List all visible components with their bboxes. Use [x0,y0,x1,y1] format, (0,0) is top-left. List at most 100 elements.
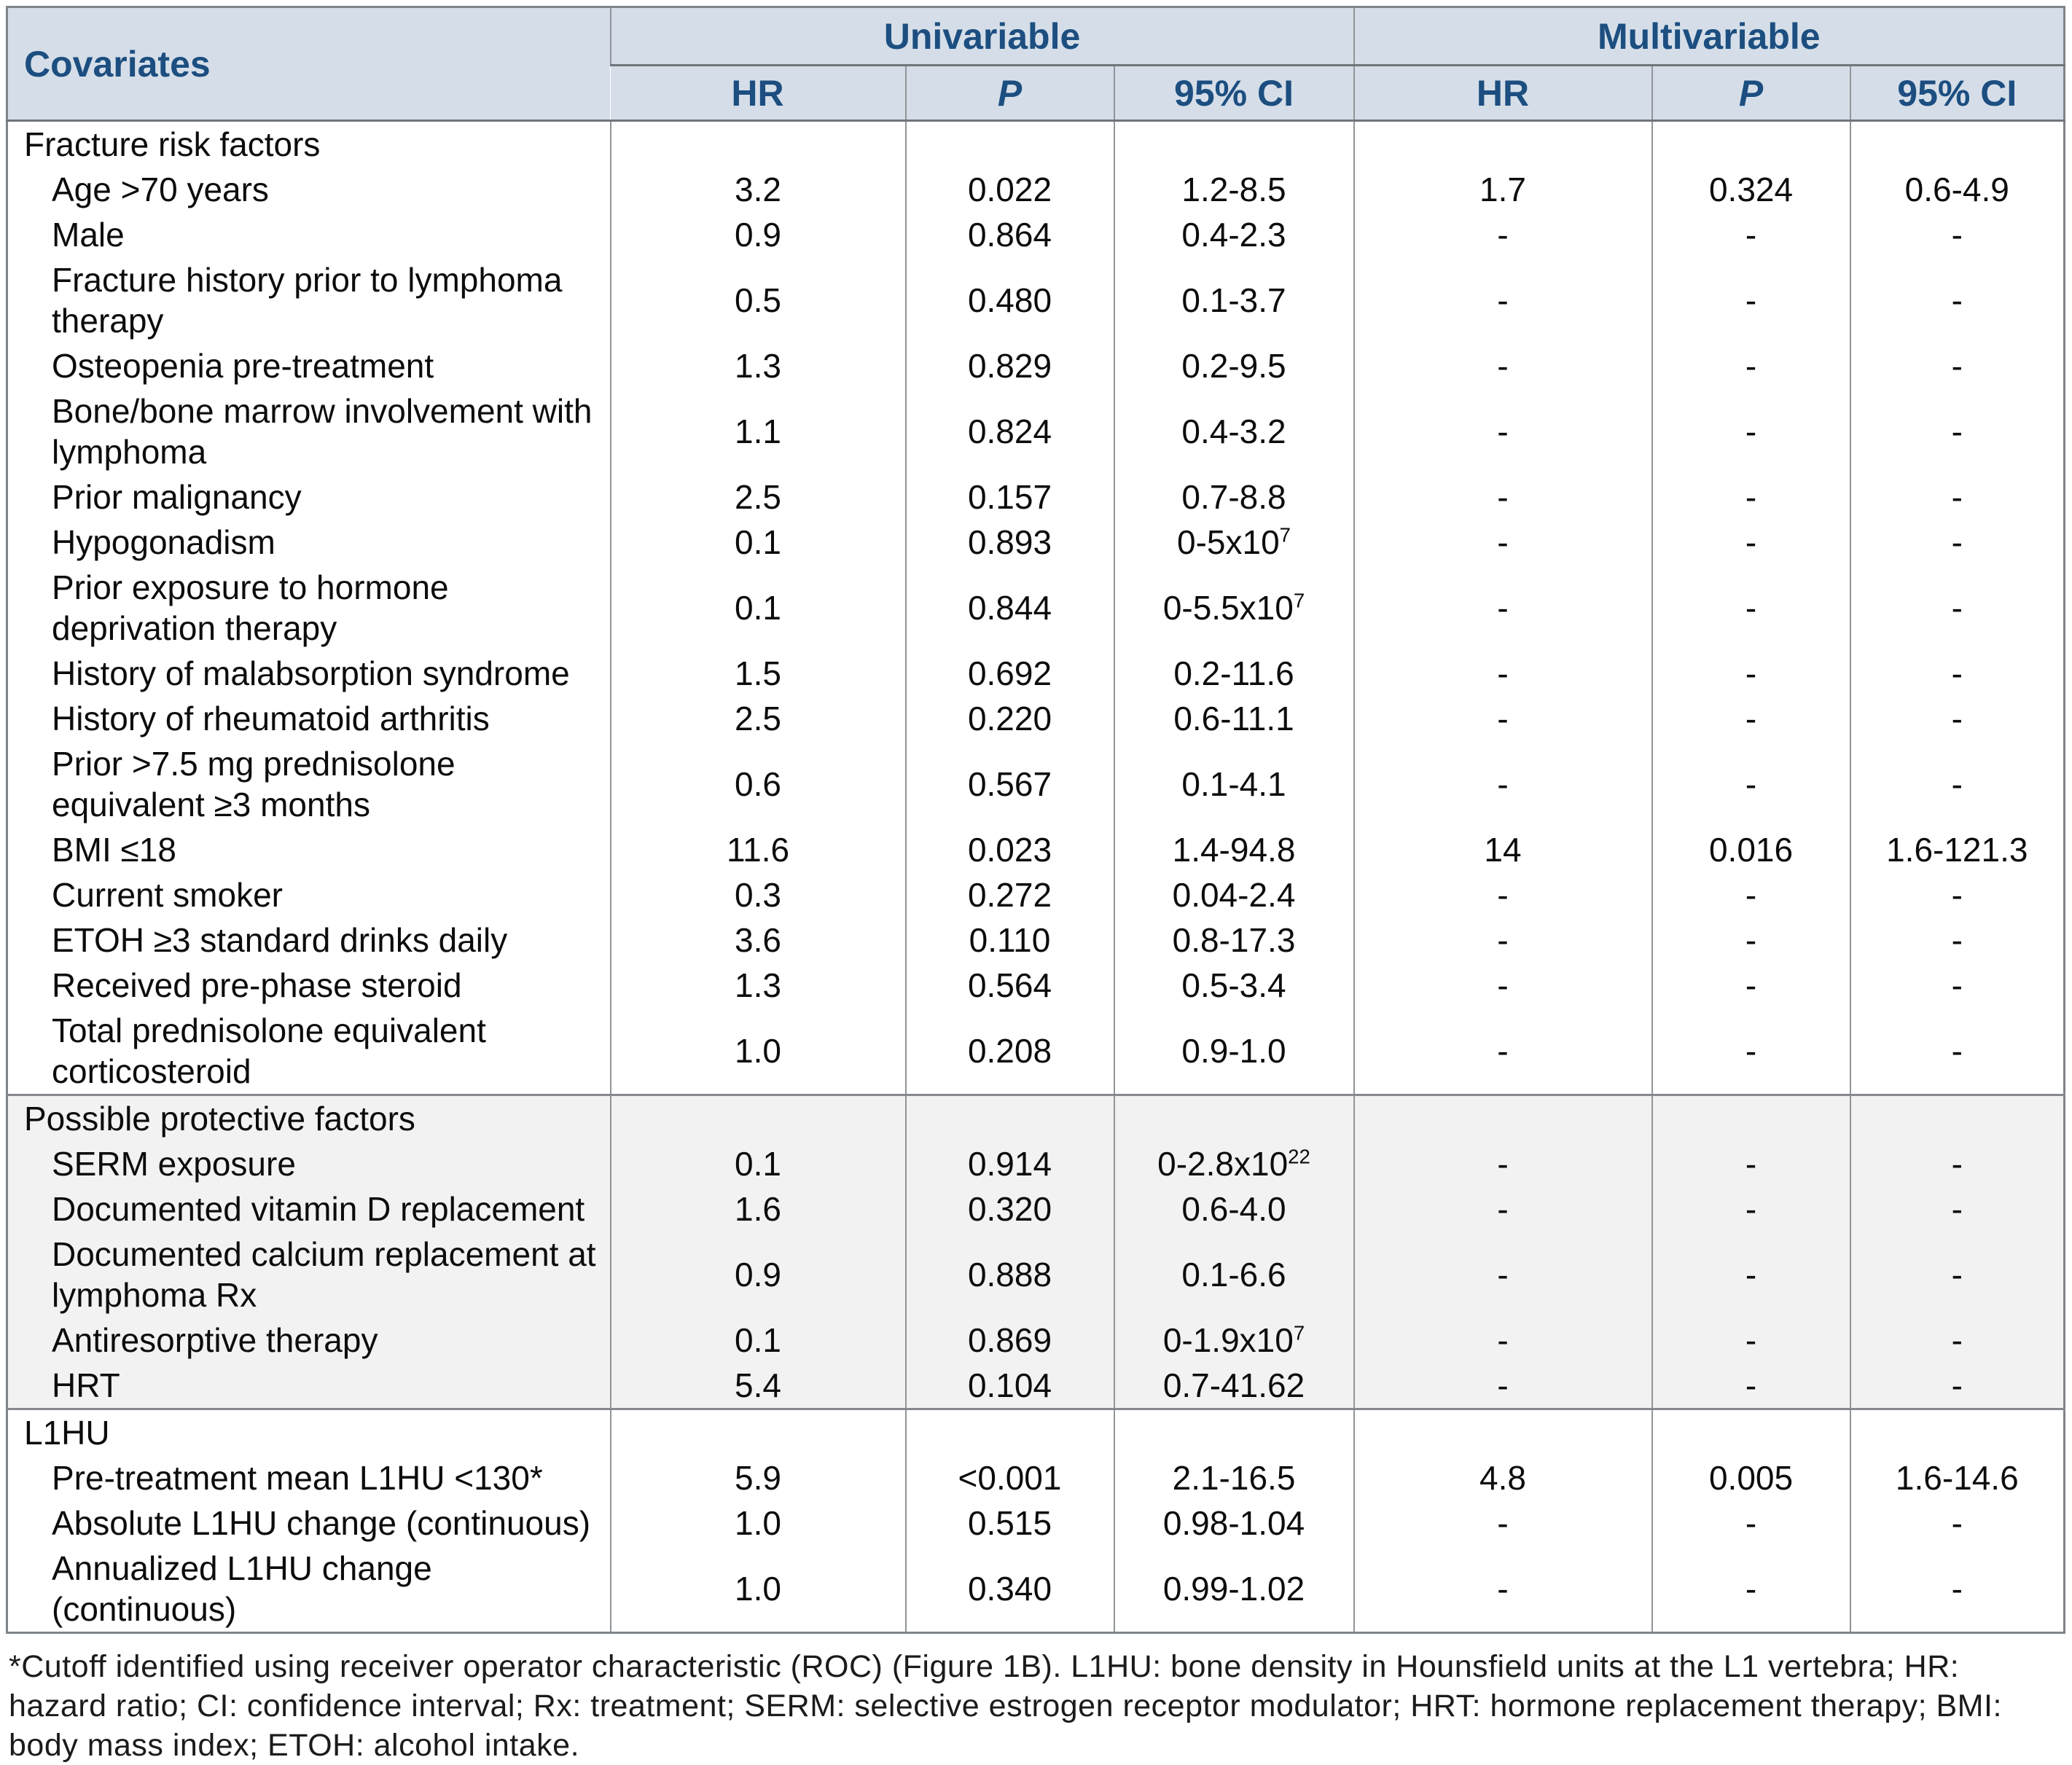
multi-hr-value: - [1353,565,1652,651]
uni-ci-value-text: 0.6-4.0 [1181,1190,1286,1228]
multi-p-value: - [1651,1186,1850,1232]
multi-p-value: - [1651,388,1850,474]
covariate-label: Absolute L1HU change (continuous) [7,1500,611,1546]
empty-cell [1651,120,1850,167]
empty-cell [609,1408,906,1455]
uni-p-value-text: 0.022 [967,171,1052,208]
covariate-label: Documented calcium replacement at lympho… [7,1232,611,1318]
table-row: Total prednisolone equivalent corticoste… [7,1008,2065,1095]
covariate-label-text: Prior malignancy [52,478,302,516]
multi-p-value: - [1651,1232,1850,1318]
uni-hr-value: 3.6 [609,917,906,963]
multi-p-header: P [1651,65,1850,122]
uni-p-value: 0.914 [904,1141,1114,1186]
uni-ci-value-text: 0.4-2.3 [1181,216,1286,254]
uni-ci-value: 0.6-11.1 [1113,696,1354,741]
multi-p-value: - [1651,520,1850,565]
covariates-column-header: Covariates [7,7,611,122]
covariate-label-text: Antiresorptive therapy [52,1321,378,1359]
multi-ci-value: - [1849,474,2065,520]
covariate-label-text: BMI ≤18 [52,831,176,869]
uni-hr-value: 0.1 [609,1141,906,1186]
multi-hr-header: HR [1353,65,1652,122]
table-row: History of malabsorption syndrome 1.5 0.69… [7,651,2065,696]
uni-hr-value: 1.3 [609,963,906,1008]
multi-hr-value: - [1353,741,1652,827]
table-row: Pre-treatment mean L1HU <130* 5.9 <0.001 2.… [7,1455,2065,1500]
multi-p-value-text: - [1745,1145,1757,1183]
multi-hr-value-text: - [1497,281,1509,319]
empty-cell [1353,1094,1652,1141]
uni-hr-value: 1.6 [609,1186,906,1232]
multi-hr-value: - [1353,474,1652,520]
uni-ci-value-text: 0-5x10 [1177,523,1280,561]
multi-ci-value: - [1849,1141,2065,1186]
covariate-label-text: Prior >7.5 mg prednisolone equivalent ≥3… [52,745,456,823]
multi-ci-value: - [1849,696,2065,741]
table-header: Covariates Univariable Multivariable HR … [7,7,2065,122]
covariate-label-text: Total prednisolone equivalent corticoste… [52,1011,486,1090]
uni-ci-value: 0.99-1.02 [1113,1546,1354,1633]
multi-ci-value: - [1849,343,2065,388]
multi-p-value-text: 0.324 [1708,171,1794,208]
multi-ci-value-text: - [1951,216,1963,254]
multi-hr-value-text: - [1497,876,1509,914]
empty-cell [609,1094,906,1141]
uni-hr-value: 0.3 [609,872,906,917]
uni-hr-value-text: 0.1 [735,589,781,627]
multi-ci-value-text: - [1951,1256,1963,1294]
multi-ci-header: 95% CI [1849,65,2065,122]
multi-hr-value-text: - [1497,412,1509,450]
table-figure: Covariates Univariable Multivariable HR … [6,6,2066,1765]
uni-p-value-text: 0.844 [967,589,1052,627]
uni-ci-value-text: 0-2.8x10 [1157,1145,1289,1183]
uni-p-value: <0.001 [904,1455,1114,1500]
uni-p-value-text: 0.824 [967,412,1052,450]
covariate-label-text: HRT [52,1366,120,1404]
uni-p-value-text: 0.208 [967,1032,1052,1070]
uni-hr-value-text: 0.1 [735,1321,781,1359]
uni-p-value-text: 0.829 [967,347,1052,385]
covariate-label: Current smoker [7,872,611,917]
multi-hr-value-text: 4.8 [1479,1459,1526,1497]
multi-p-value-text: - [1745,876,1757,914]
covariate-label-text: Documented calcium replacement at lympho… [52,1235,596,1314]
uni-p-value-text: 0.888 [967,1256,1052,1294]
uni-hr-value: 1.0 [609,1008,906,1095]
section-label: Fracture risk factors [7,121,611,168]
covariate-label: Male [7,212,611,257]
uni-p-value: 0.888 [904,1232,1114,1318]
empty-cell [1113,1094,1354,1141]
multi-hr-value: - [1353,520,1652,565]
uni-ci-value-text: 0.1-3.7 [1181,281,1286,319]
table-row: Antiresorptive therapy 0.1 0.869 0-1.9x107 -… [7,1318,2065,1363]
empty-cell [1849,1408,2065,1455]
covariate-label-text: Fracture history prior to lymphoma thera… [52,261,563,340]
uni-hr-value-text: 1.5 [735,654,781,692]
uni-p-value-text: 0.480 [967,281,1052,319]
multi-ci-value-text: - [1951,281,1963,319]
multi-ci-value-text: 0.6-4.9 [1904,171,2009,208]
multi-p-value-text: 0.005 [1708,1459,1794,1497]
multi-ci-value-text: - [1951,966,1963,1004]
uni-ci-value-text: 0.6-11.1 [1173,700,1294,737]
uni-p-value: 0.023 [904,827,1114,872]
multi-p-value-text: - [1745,478,1757,516]
uni-hr-value: 5.4 [609,1363,906,1409]
table-row: History of rheumatoid arthritis 2.5 0.220 0… [7,696,2065,741]
multi-hr-value-text: - [1497,478,1509,516]
uni-p-value-text: 0.864 [967,216,1052,254]
covariate-label-text: History of malabsorption syndrome [52,654,570,692]
covariate-label: Prior exposure to hormone deprivation th… [7,565,611,651]
multi-p-value: - [1651,257,1850,343]
uni-ci-value-text: 1.4-94.8 [1172,831,1296,869]
covariate-label: BMI ≤18 [7,827,611,872]
multi-ci-value-text: - [1951,478,1963,516]
uni-ci-value-text: 0.04-2.4 [1172,876,1296,914]
multi-hr-value-text: - [1497,966,1509,1004]
uni-p-header: P [904,65,1114,122]
multi-ci-value-text: - [1951,412,1963,450]
uni-p-value: 0.692 [904,651,1114,696]
uni-hr-value: 11.6 [609,827,906,872]
uni-ci-value-text: 0-5.5x10 [1162,589,1294,627]
